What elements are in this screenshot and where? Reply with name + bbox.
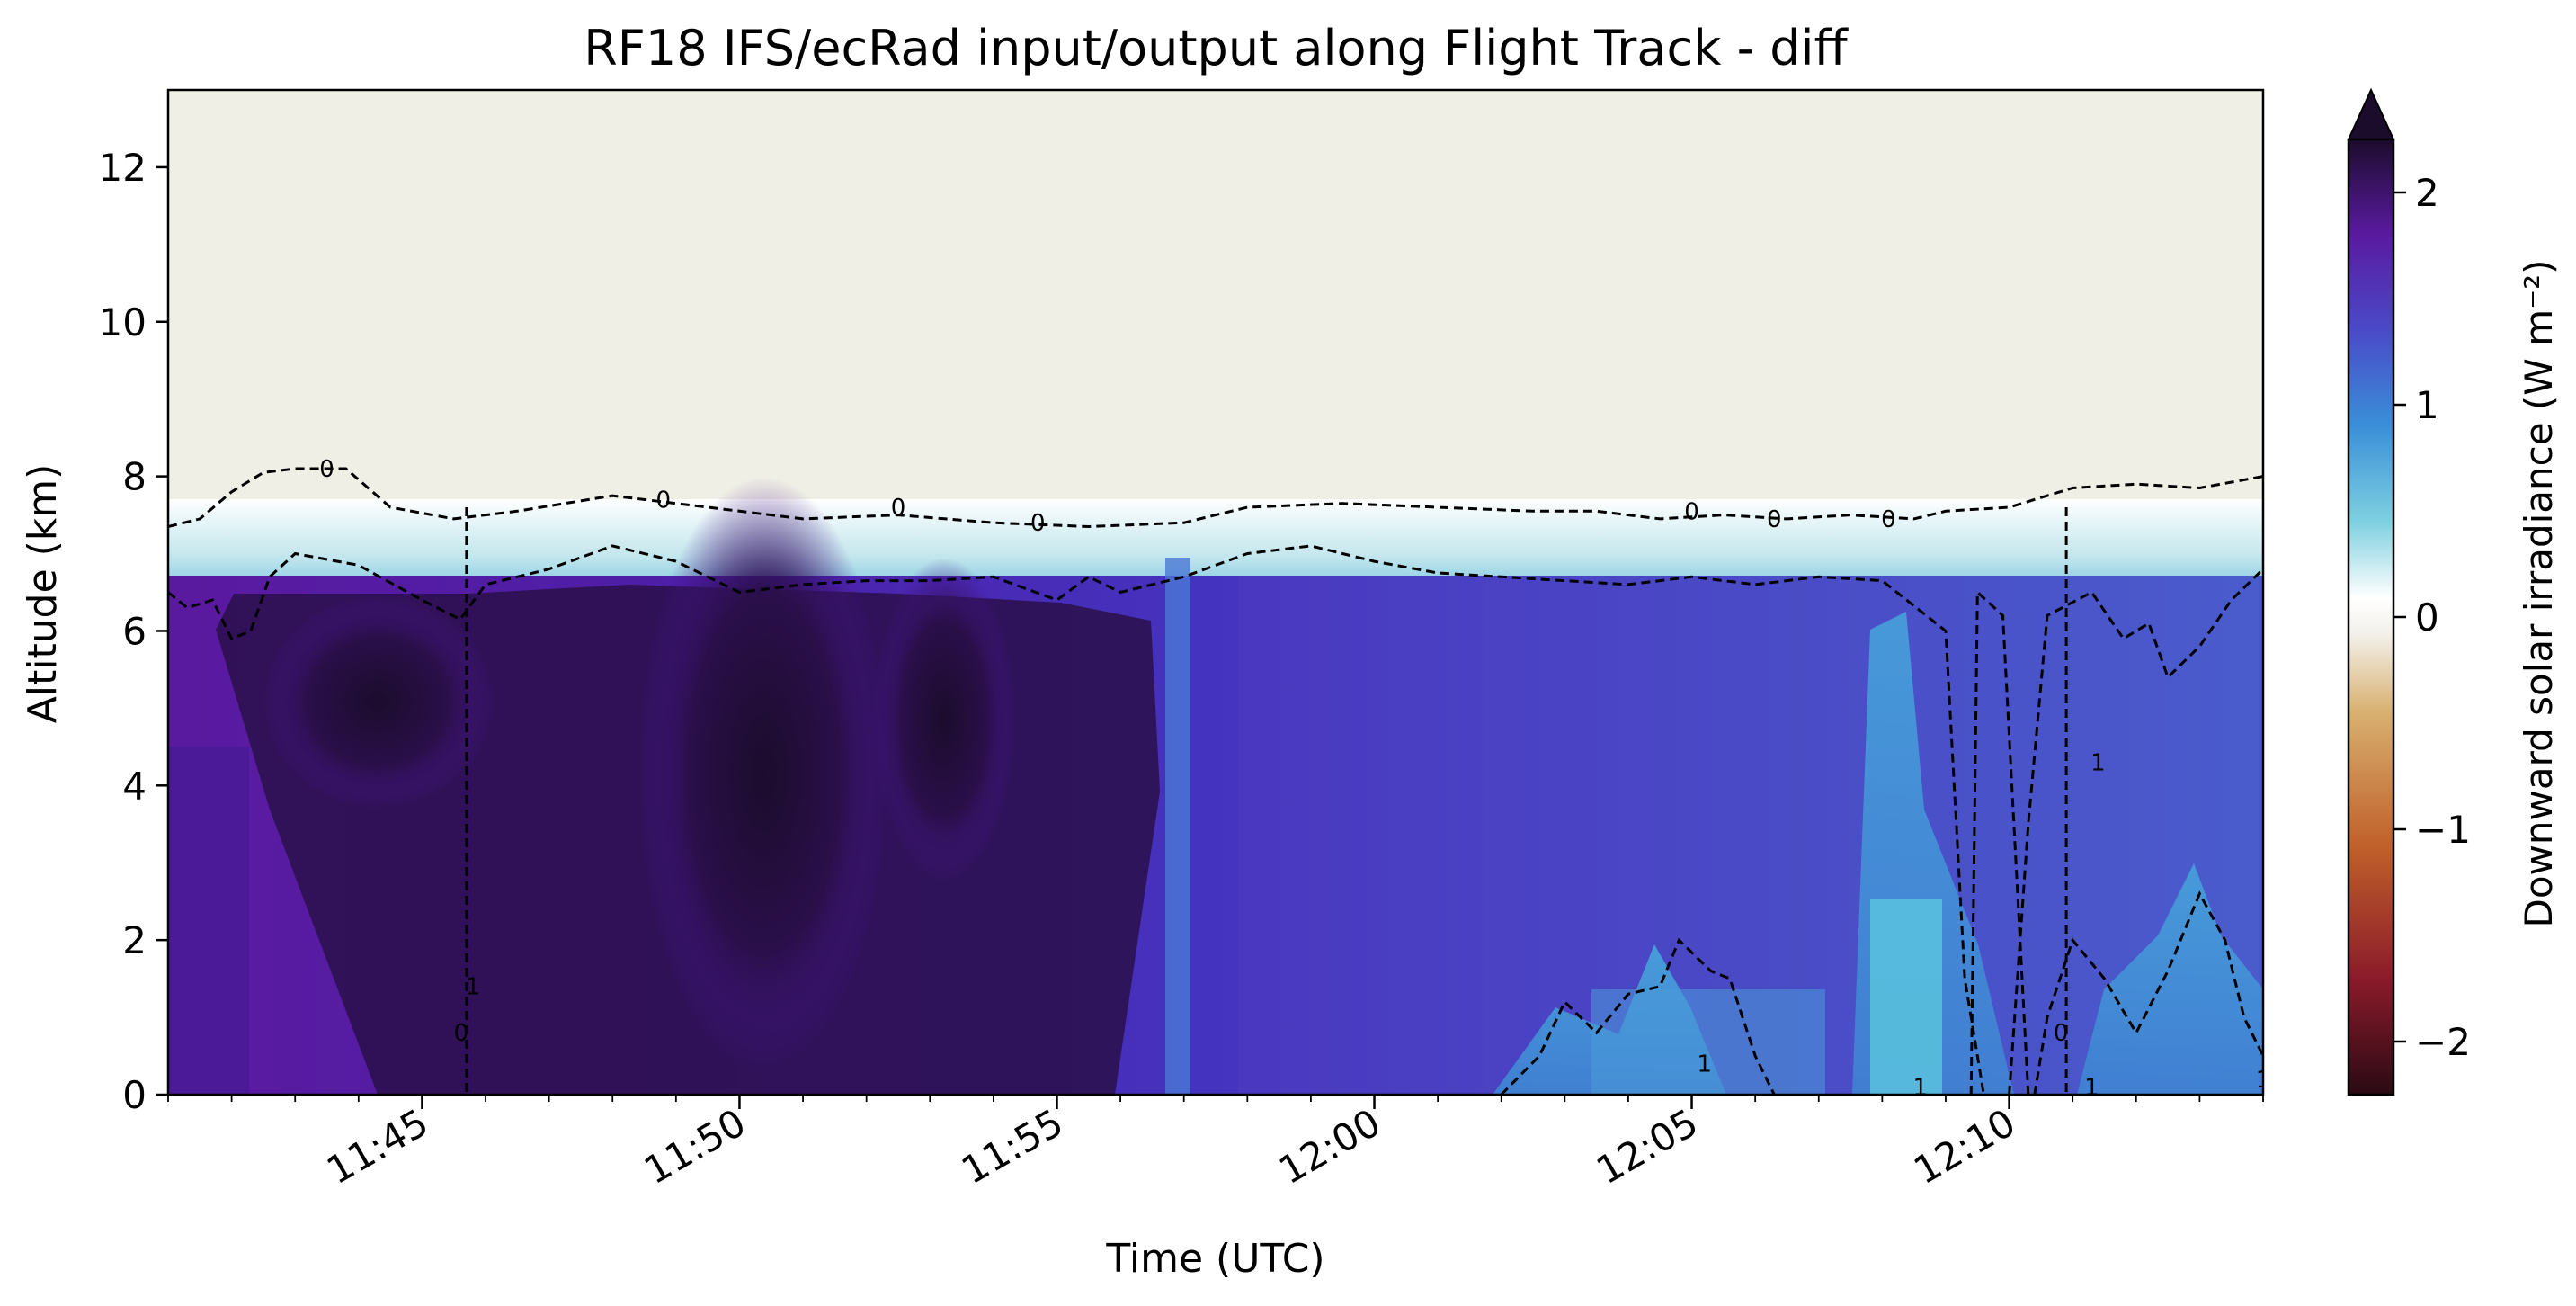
dark-core-2 [638,477,890,1070]
y-tick-label: 6 [122,609,147,653]
y-tick-label: 0 [122,1073,147,1117]
dark-core-3 [872,558,1016,881]
contour-line-1 [1500,937,1776,1095]
contour-label: 0 [319,456,334,483]
light-region-1208 [1870,899,1942,1095]
colorbar-ticks: −2 −1 0 1 2 [2393,171,2471,1064]
colorbar-extend-arrow [2347,87,2395,140]
contour-label: 1 [2256,1067,2271,1094]
x-tick-label: 11:55 [954,1100,1070,1193]
contour-label: 0 [2054,1020,2069,1047]
y-tick-label: 12 [99,146,147,190]
y-tick-label: 8 [122,455,147,499]
dark-core-1 [261,594,495,810]
x-axis-ticks: 11:45 11:50 11:55 12:00 12:05 12:10 [167,1095,2264,1193]
contour-label: 1 [2084,1074,2099,1101]
contour-label: 1 [1912,1074,1928,1101]
y-axis-ticks: 0 2 4 6 8 10 12 [99,146,168,1117]
contour-label: 0 [1030,510,1046,537]
blue-region-1213 [2077,863,2263,1095]
contour-label: 0 [1767,506,1782,533]
contour-line-0 [168,467,2263,529]
y-tick-label: 2 [122,918,147,962]
colorbar-tick-label: 0 [2415,595,2439,640]
x-tick-label: 12:05 [1589,1100,1705,1193]
contour-label: 0 [891,495,906,522]
contour-line-1 [168,544,1985,1095]
x-tick-label: 12:10 [1906,1100,2022,1193]
colorbar-gradient [2349,139,2393,1095]
y-axis-label: Altitude (km) [20,464,66,724]
chart-title: RF18 IFS/ecRad input/output along Flight… [584,20,1849,76]
x-axis-label: Time (UTC) [1105,1236,1324,1282]
contour-line-1 [1969,589,2030,1095]
contour-line-1 [2008,568,2263,1095]
x-tick-label: 11:45 [319,1100,435,1193]
blue-bottom-band [1591,989,1825,1095]
colorbar-tick-label: −1 [2415,808,2471,852]
blue-column-1157 [1165,558,1190,1095]
contour-label: 0 [1881,506,1896,533]
contour-label: 1 [1697,1051,1712,1078]
colorbar: −2 −1 0 1 2 Downward solar irradiance (W m⁻²… [2347,87,2561,1096]
plot-frame [166,88,2265,1096]
y-tick-label: 4 [122,764,147,808]
contour-label: 0 [454,1020,469,1047]
colorbar-tick-label: 2 [2415,171,2439,215]
contour-label: 0 [655,487,671,514]
contour-label: 0 [1684,498,1699,525]
left-strip [168,747,249,1095]
contour-label: 1 [2090,750,2106,777]
contour-label: 1 [466,974,481,1001]
colorbar-tick-label: −2 [2415,1020,2471,1064]
y-tick-label: 10 [99,300,147,344]
colorbar-tick-label: 1 [2415,383,2439,427]
contour-line-1 [2033,890,2263,1095]
colorbar-label: Downward solar irradiance (W m⁻²) [2517,260,2561,928]
x-tick-label: 11:50 [637,1100,753,1193]
x-tick-label: 12:00 [1271,1100,1387,1193]
